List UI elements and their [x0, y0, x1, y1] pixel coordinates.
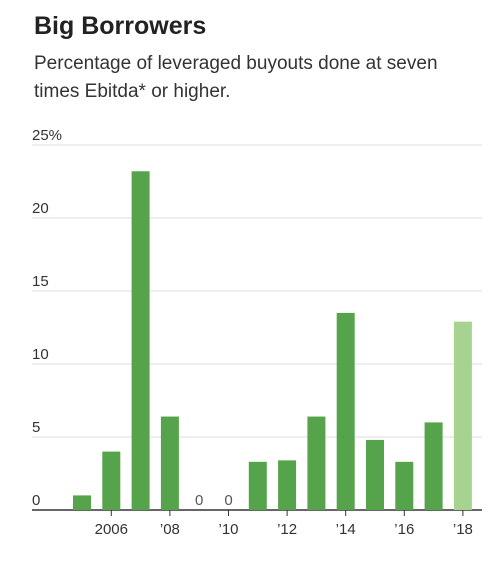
tick-labels: 0 5 10 15 20 25% 0 0 2006 ’08 ’10 ’12 ’14 ’16 ’18: [32, 127, 473, 538]
y-tick-label: 15: [32, 273, 49, 290]
x-tick-label: ’16: [394, 521, 414, 538]
gridlines: [32, 144, 482, 516]
x-tick-label: ’08: [160, 521, 180, 538]
bar-2015: [366, 439, 384, 510]
bar-2005: [73, 495, 91, 510]
bar-2007: [131, 171, 150, 510]
x-tick-label: ’18: [453, 521, 473, 538]
chart-title: Big Borrowers: [34, 12, 207, 40]
y-tick-label: 0: [32, 492, 40, 509]
bar-2008: [160, 416, 179, 510]
y-tick-label: 5: [32, 419, 40, 436]
bar-2011: [248, 461, 267, 510]
y-tick-label: 25%: [32, 127, 62, 144]
chart-subtitle: Percentage of leveraged buyouts done at …: [34, 53, 438, 102]
bar-2016: [395, 461, 414, 510]
zero-value-label: 0: [195, 492, 203, 509]
y-tick-label: 10: [32, 346, 49, 363]
bar-2013: [307, 416, 326, 510]
x-tick-label: ’10: [218, 521, 238, 538]
bars: [73, 171, 472, 510]
x-tick-label: ’12: [277, 521, 297, 538]
bar-2012: [278, 460, 297, 510]
x-tick-label: ’14: [336, 521, 356, 538]
bar-2017: [424, 422, 443, 510]
y-tick-label: 20: [32, 200, 49, 217]
bar-2006: [102, 451, 121, 510]
bar-2014: [336, 312, 355, 510]
x-tick-label: 2006: [95, 521, 128, 538]
bar-2018: [453, 321, 472, 510]
zero-value-label: 0: [224, 492, 232, 509]
